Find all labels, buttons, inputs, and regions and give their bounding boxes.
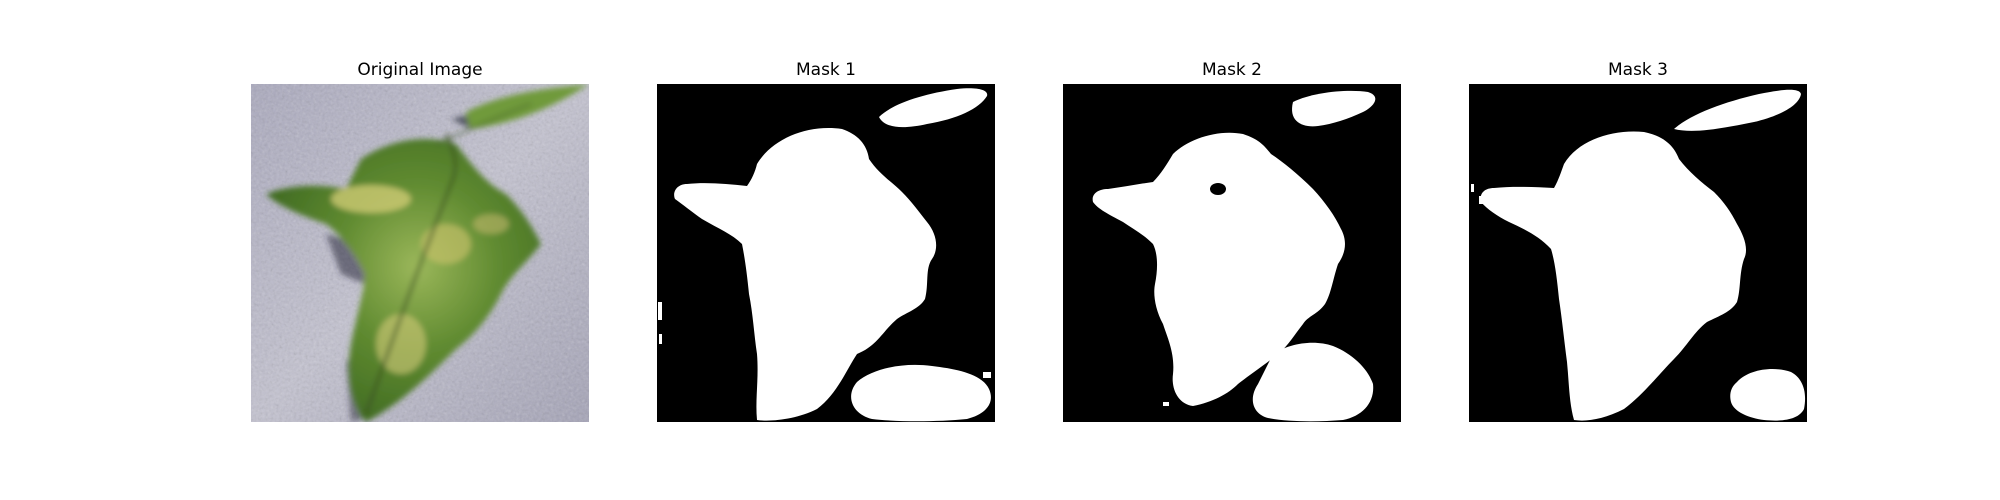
panel-title: Mask 2: [1201, 60, 1262, 80]
mask-2-panel: Mask 2: [1063, 58, 1401, 422]
panel-title: Mask 3: [1607, 60, 1668, 80]
mask-1-image: [657, 84, 995, 422]
mask-2-image: [1063, 84, 1401, 422]
mask-1-panel: Mask 1: [657, 58, 995, 422]
mask-3-panel: Mask 3: [1469, 58, 1807, 422]
original-image-panel: Original Image: [251, 58, 589, 422]
panel-title: Mask 1: [795, 60, 856, 80]
panel-title: Original Image: [357, 60, 483, 80]
mask-3-image: [1469, 84, 1807, 422]
original-leaf-image: [251, 84, 589, 422]
